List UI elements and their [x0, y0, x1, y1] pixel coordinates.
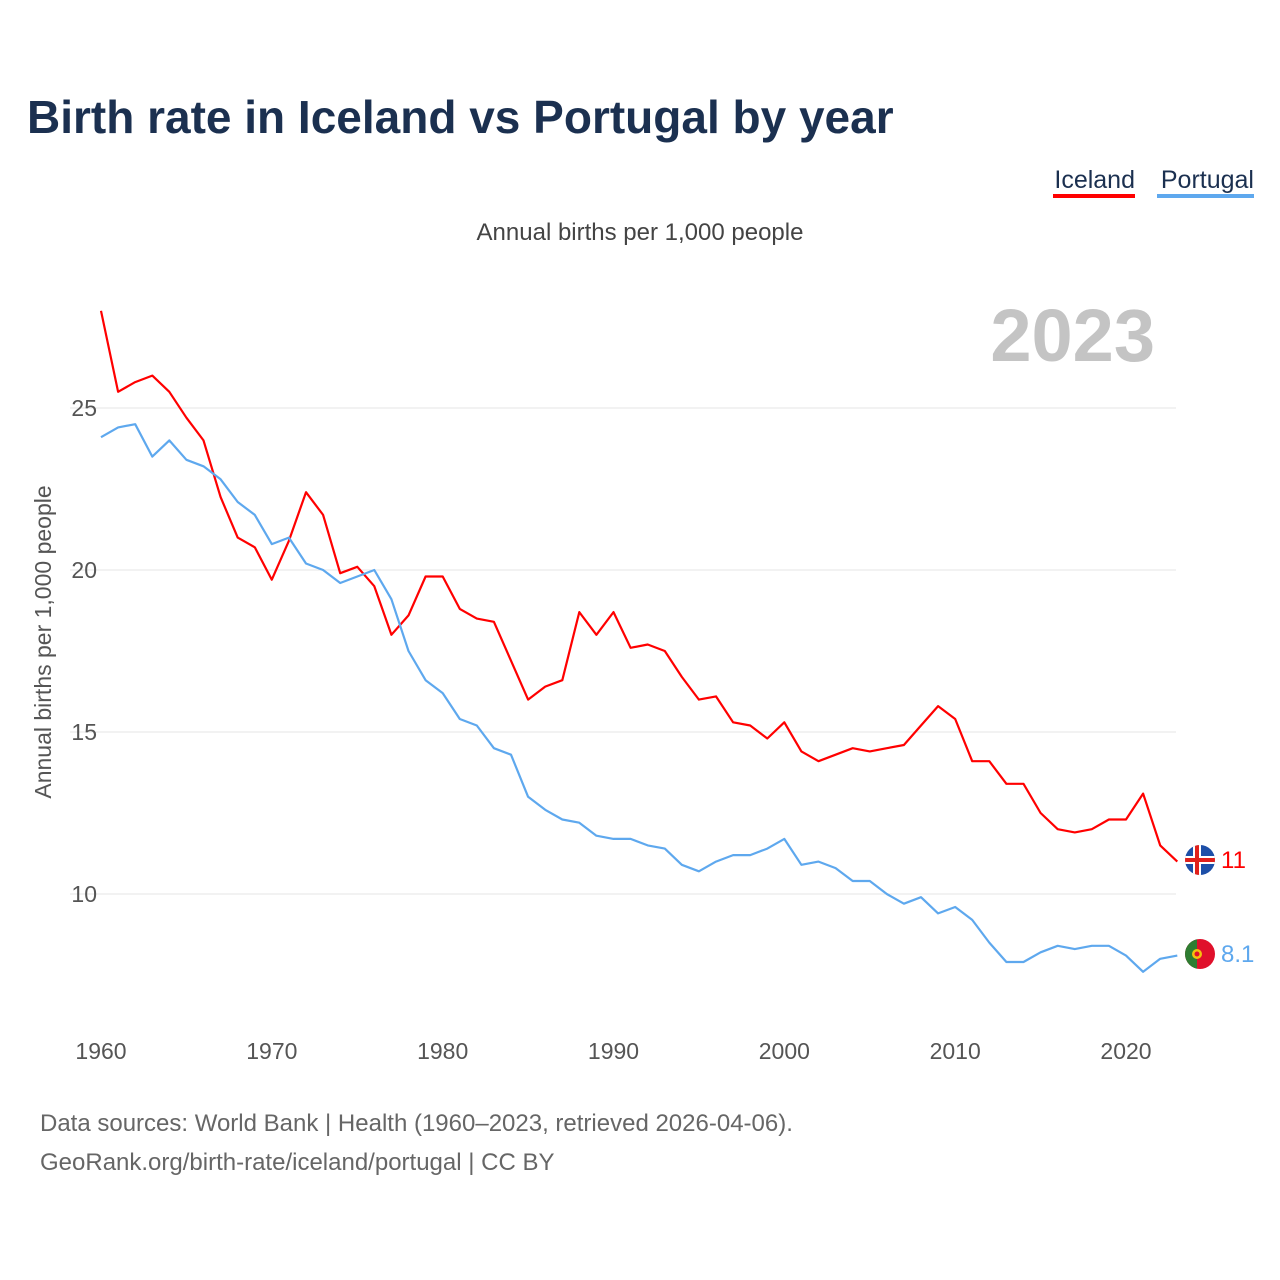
x-tick-label: 1980 [417, 1038, 468, 1064]
iceland-end-value: 11 [1221, 847, 1246, 874]
legend: Iceland Portugal [1053, 166, 1254, 198]
legend-portugal-swatch [1157, 194, 1254, 198]
series-lines [99, 310, 1179, 973]
x-tick-label: 2010 [930, 1038, 981, 1064]
legend-iceland[interactable]: Iceland [1054, 166, 1135, 194]
gridlines [70, 407, 1176, 895]
portugal-flag-icon [1185, 939, 1215, 969]
portugal-end-value: 8.1 [1221, 941, 1254, 968]
y-axis-label: Annual births per 1,000 people [30, 485, 56, 798]
x-tick-label: 2020 [1100, 1038, 1151, 1064]
legend-iceland-swatch [1053, 194, 1135, 198]
chart-title: Birth rate in Iceland vs Portugal by yea… [27, 91, 894, 143]
chart-subtitle: Annual births per 1,000 people [477, 219, 804, 246]
x-tick-label: 2000 [759, 1038, 810, 1064]
iceland-flag-icon [1185, 845, 1215, 875]
series-line-portugal [100, 423, 1178, 973]
legend-portugal[interactable]: Portugal [1161, 166, 1254, 194]
x-tick-label: 1990 [588, 1038, 639, 1064]
x-axis-ticks: 1960 1970 1980 1990 2000 2010 2020 [75, 1038, 1151, 1064]
x-tick-label: 1960 [75, 1038, 126, 1064]
x-tick-label: 1970 [246, 1038, 297, 1064]
y-axis-ticks: 10 15 20 25 [71, 395, 97, 907]
source-line-2[interactable]: GeoRank.org/birth-rate/iceland/portugal … [40, 1149, 555, 1176]
y-tick-label: 20 [71, 557, 97, 583]
series-line-iceland [99, 310, 1179, 863]
y-tick-label: 10 [71, 881, 97, 907]
y-tick-label: 25 [71, 395, 97, 421]
y-tick-label: 15 [71, 719, 97, 745]
source-line-1: Data sources: World Bank | Health (1960–… [40, 1110, 793, 1137]
current-year-label: 2023 [990, 294, 1155, 377]
